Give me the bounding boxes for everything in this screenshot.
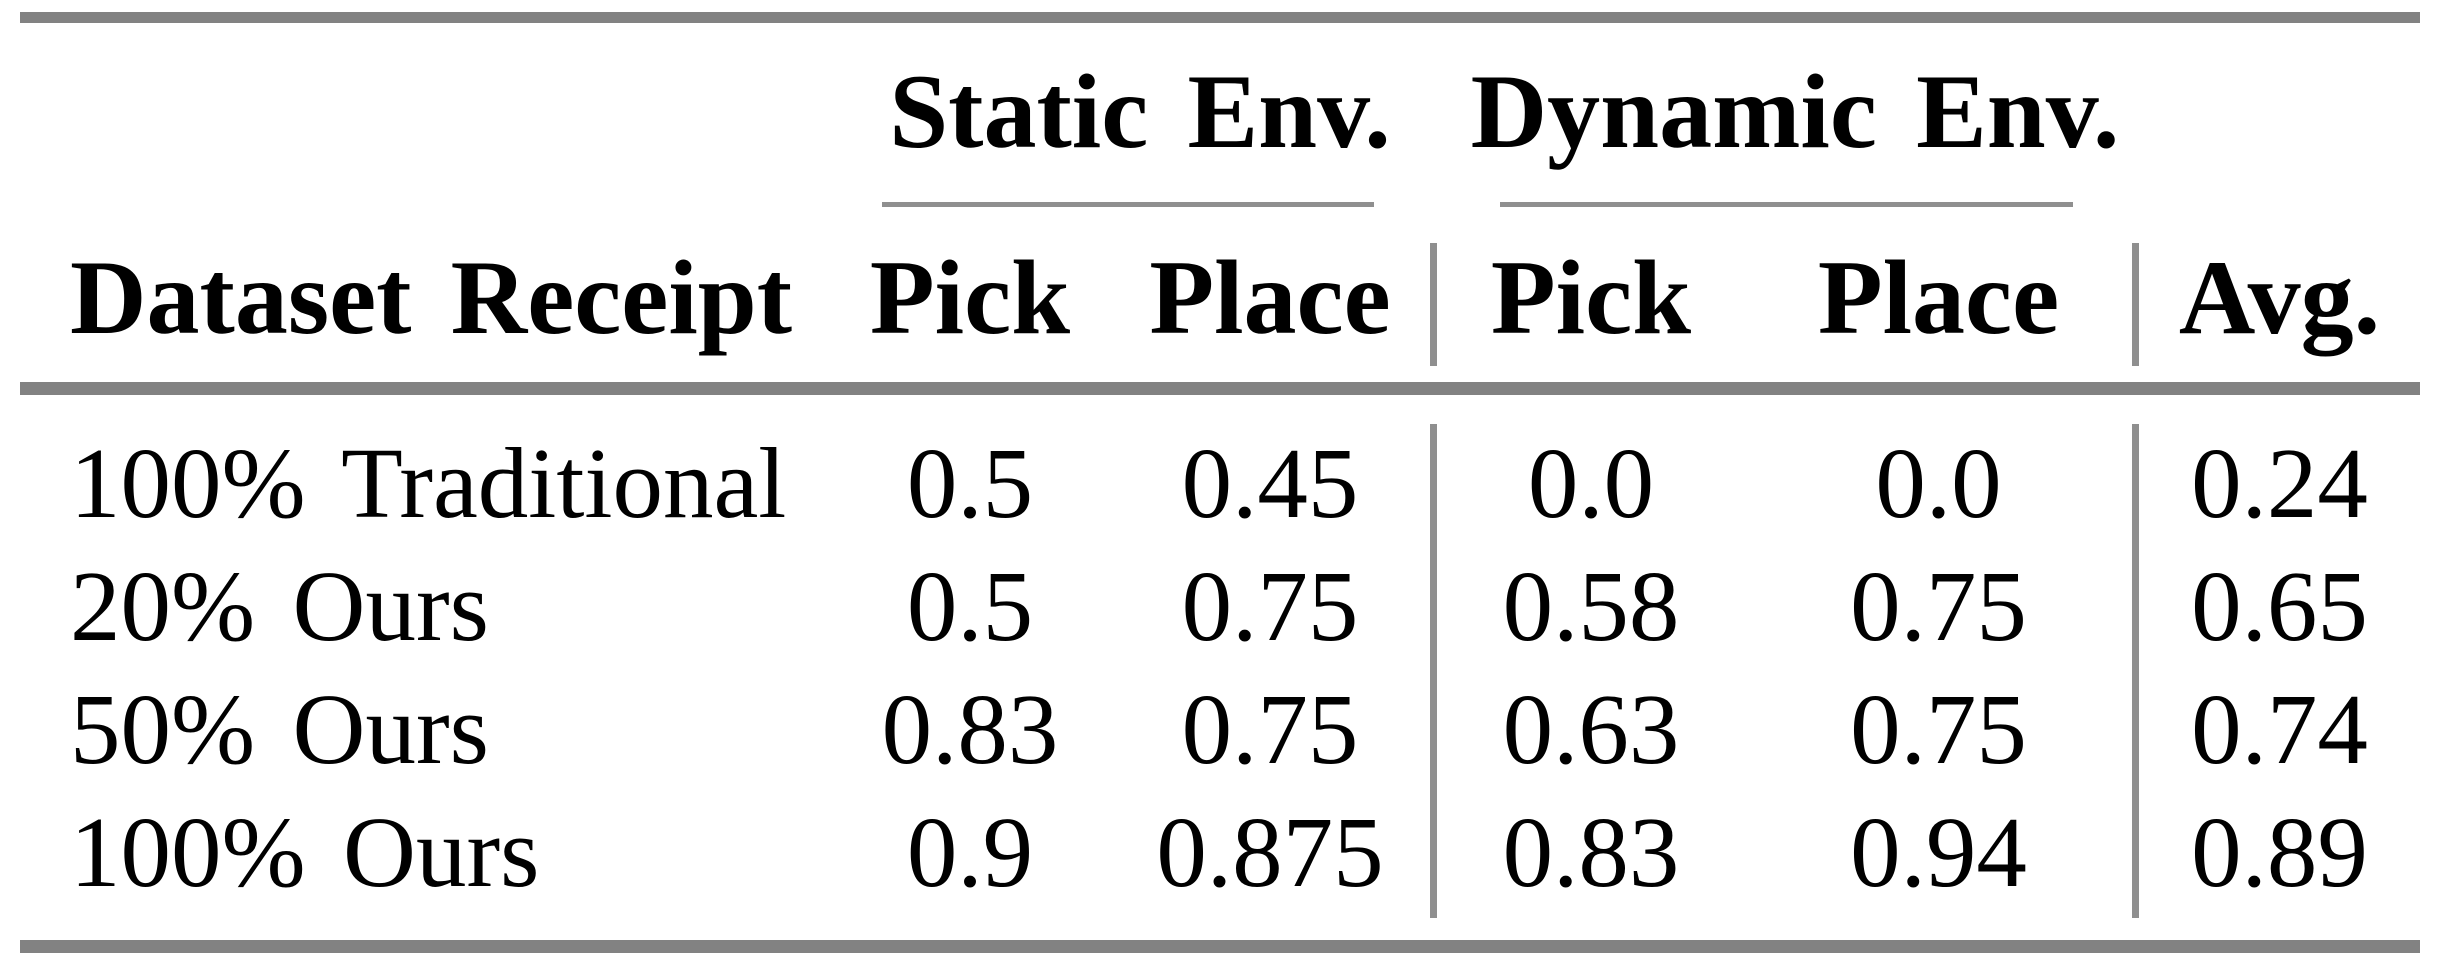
vertical-separator-static-dynamic-header bbox=[1430, 243, 1437, 366]
cell-static-pick: 0.5 bbox=[906, 426, 1034, 539]
cell-dynamic-pick: 0.63 bbox=[1502, 672, 1680, 785]
cell-static-pick: 0.5 bbox=[906, 549, 1034, 662]
bottom-rule bbox=[20, 940, 2420, 953]
row-label: 100% Ours bbox=[70, 795, 540, 908]
cell-static-pick: 0.9 bbox=[906, 795, 1034, 908]
row-label: 100% Traditional bbox=[70, 426, 787, 539]
vertical-separator-avg-header bbox=[2132, 243, 2139, 366]
cell-static-place: 0.75 bbox=[1181, 672, 1359, 785]
cell-avg: 0.24 bbox=[2191, 426, 2368, 539]
column-group-static-env: Static Env. bbox=[889, 53, 1391, 170]
header-dataset-receipt: Dataset Receipt bbox=[70, 239, 793, 356]
header-static-pick: Pick bbox=[869, 239, 1071, 356]
row-label: 50% Ours bbox=[70, 672, 489, 785]
dynamic-env-underline bbox=[1500, 202, 2073, 207]
cell-static-place: 0.75 bbox=[1181, 549, 1359, 662]
cell-dynamic-pick: 0.83 bbox=[1502, 795, 1680, 908]
cell-dynamic-place: 0.75 bbox=[1850, 549, 2027, 662]
table-header-row: Dataset Receipt Pick Place Pick Place Av… bbox=[0, 236, 2440, 360]
top-rule bbox=[20, 12, 2420, 23]
table-row: 50% Ours 0.83 0.75 0.63 0.75 0.74 bbox=[0, 667, 2440, 790]
row-label: 20% Ours bbox=[70, 549, 489, 662]
table-row: 20% Ours 0.5 0.75 0.58 0.75 0.65 bbox=[0, 544, 2440, 667]
column-group-dynamic-env: Dynamic Env. bbox=[1470, 53, 2120, 170]
cell-dynamic-pick: 0.58 bbox=[1502, 549, 1680, 662]
table-row: 100% Ours 0.9 0.875 0.83 0.94 0.89 bbox=[0, 790, 2440, 913]
cell-avg: 0.65 bbox=[2191, 549, 2368, 662]
cell-dynamic-place: 0.75 bbox=[1850, 672, 2027, 785]
cell-avg: 0.89 bbox=[2191, 795, 2368, 908]
static-env-underline bbox=[882, 202, 1374, 207]
header-static-place: Place bbox=[1149, 239, 1391, 356]
cell-avg: 0.74 bbox=[2191, 672, 2368, 785]
cell-dynamic-pick: 0.0 bbox=[1527, 426, 1655, 539]
cell-dynamic-place: 0.0 bbox=[1875, 426, 2002, 539]
cell-static-place: 0.875 bbox=[1156, 795, 1384, 908]
cell-static-pick: 0.83 bbox=[881, 672, 1059, 785]
header-dynamic-place: Place bbox=[1817, 239, 2060, 356]
vertical-separator-avg-body bbox=[2132, 424, 2139, 918]
table-row: 100% Traditional 0.5 0.45 0.0 0.0 0.24 bbox=[0, 421, 2440, 544]
cell-dynamic-place: 0.94 bbox=[1850, 795, 2027, 908]
header-avg: Avg. bbox=[2178, 239, 2381, 356]
header-dynamic-pick: Pick bbox=[1490, 239, 1692, 356]
vertical-separator-static-dynamic-body bbox=[1430, 424, 1437, 918]
header-divider-rule bbox=[20, 382, 2420, 395]
cell-static-place: 0.45 bbox=[1181, 426, 1359, 539]
